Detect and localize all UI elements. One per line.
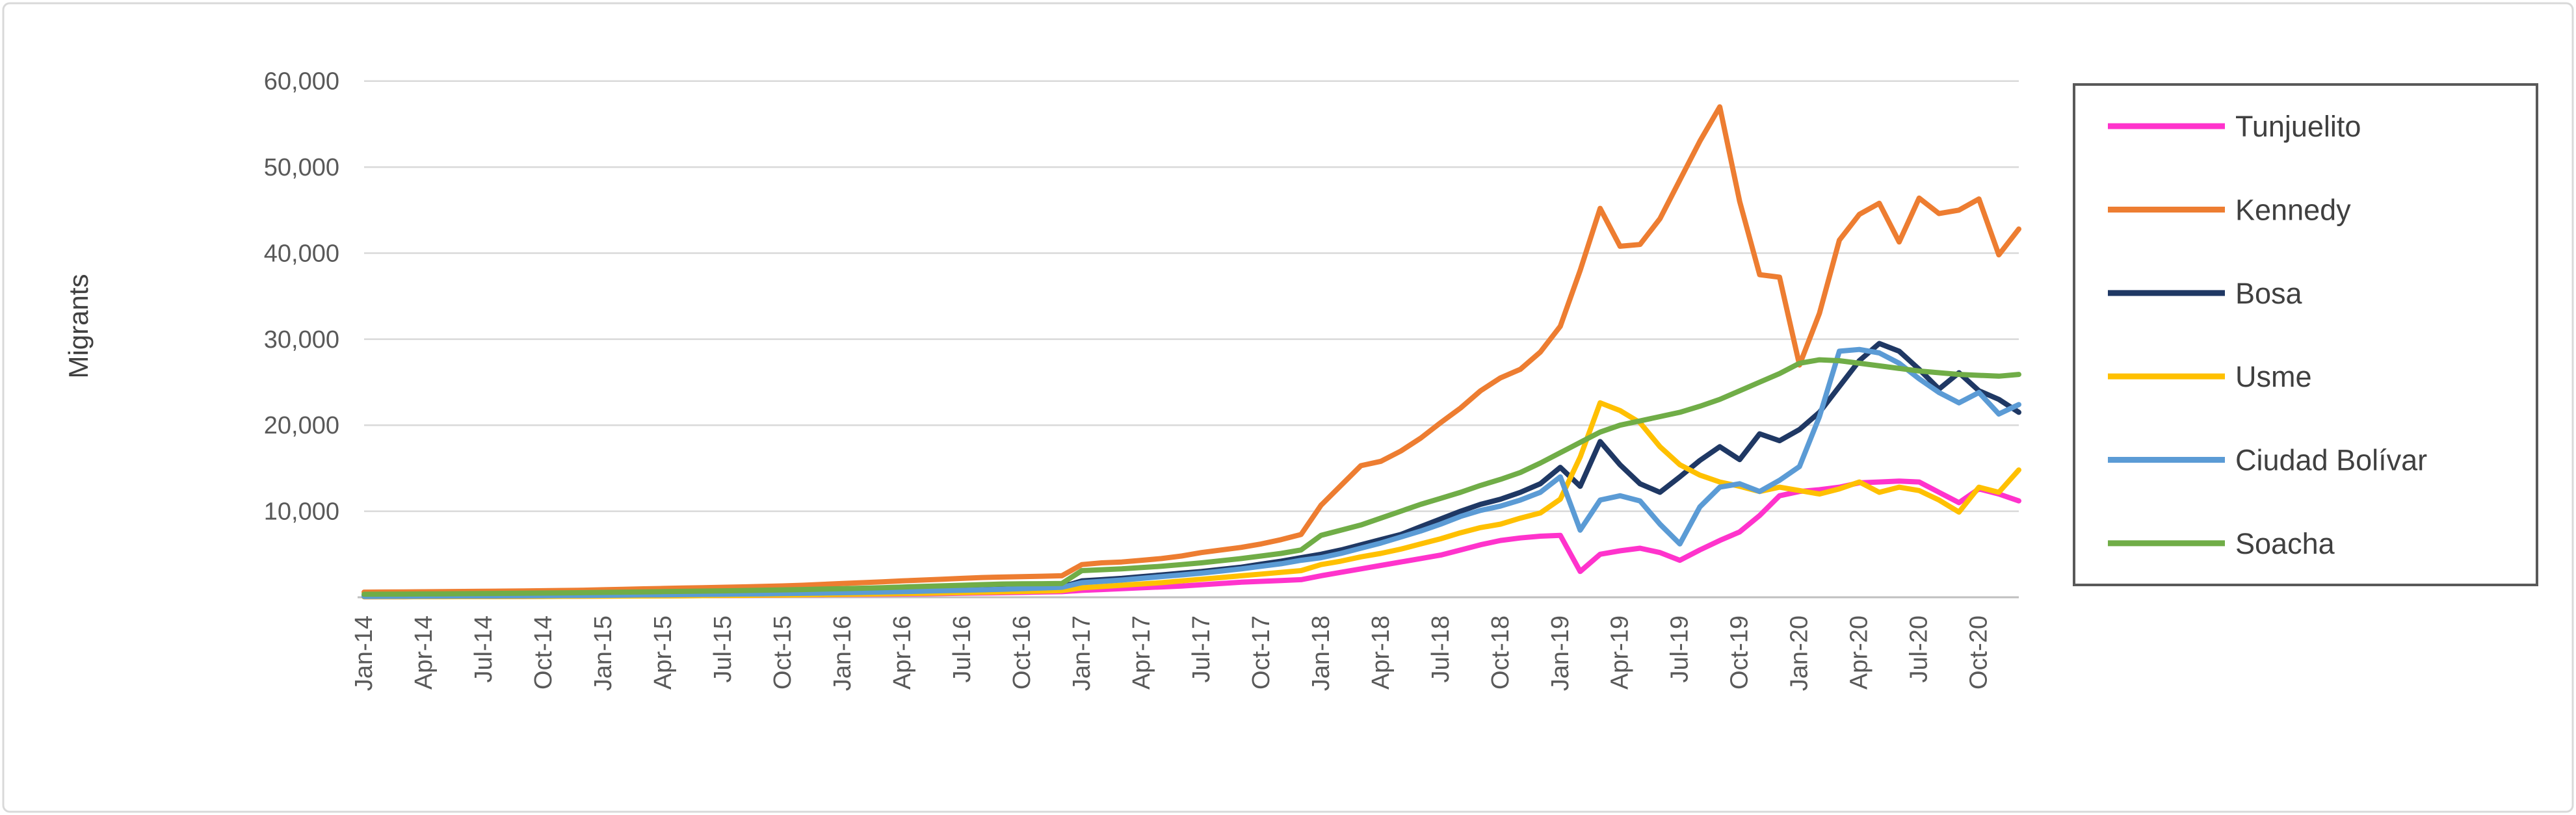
y-tick-label: 30,000 <box>264 326 339 354</box>
series-lines-group <box>361 104 2021 600</box>
legend-box: Tunjuelito Kennedy Bosa Usme Ciudad Bolívar S… <box>2073 83 2538 586</box>
gridlines-group <box>358 80 2019 599</box>
x-tick-label: Jan-16 <box>829 615 856 691</box>
legend-item-usme: Usme <box>2108 360 2312 393</box>
x-tick-label: Jul-19 <box>1666 615 1694 683</box>
legend-item-soacha: Soacha <box>2108 527 2335 560</box>
y-tick-label: 50,000 <box>264 154 339 181</box>
x-tick-label: Apr-20 <box>1846 615 1873 690</box>
legend-label: Kennedy <box>2235 194 2351 227</box>
x-tick-label: Jan-19 <box>1547 615 1574 691</box>
x-tick-label: Apr-18 <box>1367 615 1395 690</box>
x-axis-labels-group: Jan-14 Apr-14 Jul-14 Oct-14 Jan-15 Apr-15 Jul-… <box>350 615 1993 691</box>
x-tick-label: Jan-17 <box>1068 615 1096 691</box>
x-tick-label: Oct-20 <box>1965 615 1993 690</box>
x-tick-label: Jul-20 <box>1906 615 1933 683</box>
x-tick-label: Apr-14 <box>410 615 438 690</box>
x-tick-label: Jul-18 <box>1427 615 1454 683</box>
x-tick-label: Jul-14 <box>470 615 497 683</box>
y-axis-labels-group: 10,000 20,000 30,000 40,000 50,000 60,000 <box>264 68 339 526</box>
x-tick-label: Oct-19 <box>1726 615 1754 690</box>
y-tick-label: 60,000 <box>264 68 339 96</box>
legend-label: Soacha <box>2235 527 2335 560</box>
x-tick-label: Oct-16 <box>1008 615 1036 690</box>
x-tick-label: Apr-17 <box>1128 615 1155 690</box>
legend-item-bosa: Bosa <box>2108 277 2303 310</box>
x-tick-label: Jan-18 <box>1308 615 1335 691</box>
legend-item-kennedy: Kennedy <box>2108 194 2351 227</box>
x-tick-label: Jul-16 <box>949 615 976 683</box>
series-line-ciudad-bolívar <box>361 346 2021 599</box>
y-tick-label: 20,000 <box>264 412 339 439</box>
x-tick-label: Oct-18 <box>1487 615 1514 690</box>
y-tick-label: 10,000 <box>264 498 339 526</box>
x-tick-label: Apr-19 <box>1607 615 1634 690</box>
legend-item-tunjuelito: Tunjuelito <box>2108 110 2361 143</box>
x-tick-label: Jul-17 <box>1188 615 1215 683</box>
x-tick-label: Oct-14 <box>530 615 557 690</box>
x-tick-label: Apr-16 <box>889 615 916 690</box>
x-tick-label: Jul-15 <box>709 615 737 683</box>
x-tick-label: Jan-15 <box>590 615 617 691</box>
series-line-kennedy <box>361 104 2021 595</box>
series-line-soacha <box>361 357 2021 597</box>
y-tick-label: 40,000 <box>264 240 339 267</box>
legend-border <box>2073 83 2538 586</box>
legend-label: Usme <box>2235 360 2312 393</box>
x-tick-label: Oct-15 <box>769 615 796 690</box>
x-tick-label: Apr-15 <box>650 615 677 690</box>
x-tick-label: Jan-14 <box>350 615 378 691</box>
legend-label: Bosa <box>2235 277 2303 310</box>
legend-label: Tunjuelito <box>2235 110 2361 143</box>
x-tick-label: Oct-17 <box>1248 615 1275 690</box>
y-axis-title: Migrants <box>63 274 94 378</box>
legend-item-ciudad-bolívar: Ciudad Bolívar <box>2108 444 2427 477</box>
legend-label: Ciudad Bolívar <box>2235 444 2427 477</box>
x-tick-label: Jan-20 <box>1786 615 1813 691</box>
